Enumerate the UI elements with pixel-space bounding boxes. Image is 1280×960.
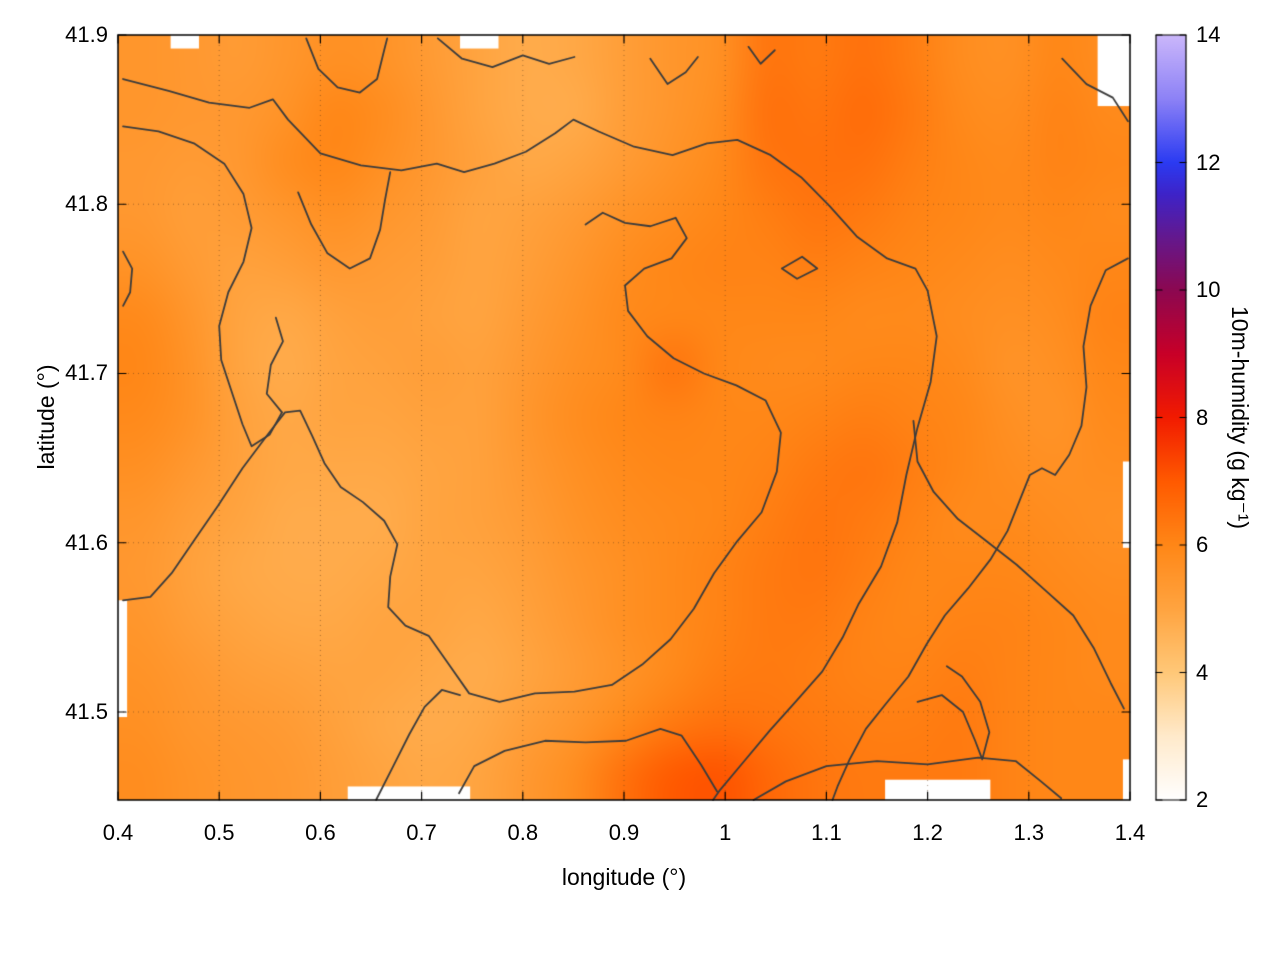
colorbar-tick-label: 12: [1196, 149, 1221, 175]
colorbar-label: 10m-humidity (g kg⁻¹): [1227, 305, 1253, 530]
y-tick-label: 41.5: [65, 698, 108, 724]
x-tick-label: 0.6: [305, 820, 336, 845]
colorbar-tick-label: 6: [1196, 532, 1209, 557]
colorbar-tick-label: 4: [1196, 659, 1209, 685]
y-axis-label: latitude (°): [33, 364, 59, 470]
y-tick-label: 41.8: [65, 191, 108, 217]
x-tick-label: 1: [719, 820, 732, 845]
x-tick-label: 0.5: [203, 820, 235, 845]
x-tick-label: 0.4: [102, 820, 134, 845]
x-tick-label: 1.4: [1114, 820, 1146, 845]
y-tick-label: 41.9: [65, 22, 108, 47]
x-tick-label: 1.2: [912, 820, 943, 845]
x-tick-label: 0.8: [507, 820, 539, 845]
y-tick-label: 41.6: [65, 529, 108, 555]
x-tick-label: 1.1: [811, 820, 842, 845]
colorbar-tick-label: 10: [1196, 277, 1221, 302]
x-tick-label: 0.7: [406, 820, 437, 845]
y-tick-label: 41.7: [65, 360, 108, 386]
colorbar-tick-label: 2: [1196, 787, 1209, 812]
x-tick-label: 0.9: [608, 820, 640, 845]
x-axis-label: longitude (°): [561, 864, 687, 890]
x-tick-label: 1.3: [1013, 820, 1045, 845]
colorbar-tick-label: 14: [1196, 22, 1221, 47]
colorbar-tick-label: 8: [1196, 404, 1209, 430]
